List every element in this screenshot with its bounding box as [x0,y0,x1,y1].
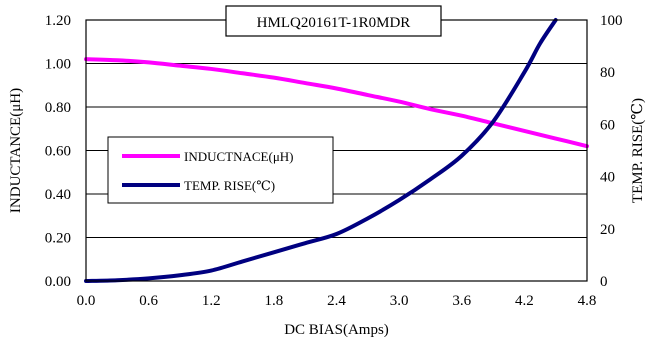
tick-labels: 0.0 0.6 1.2 1.8 2.4 3.0 3.6 4.2 4.8 0.00 0.20 0.40 0… [45,13,623,309]
y-left-tick-label-6: 1.20 [45,13,71,29]
y-left-tick-label-3: 0.60 [45,144,71,160]
x-tick-label-1: 0.6 [139,293,158,309]
y-axis-left-title: INDUCTANCE(μH) [8,88,24,213]
x-tick-label-2: 1.2 [202,293,221,309]
y-right-tick-label-1: 20 [600,222,615,238]
y-left-tick-label-5: 1.00 [45,57,71,73]
legend-label-inductance: INDUCTNACE(μH) [184,149,294,164]
y-right-tick-label-2: 40 [600,170,615,186]
x-tick-label-0: 0.0 [77,293,96,309]
y-axis-right-title: TEMP. RISE(℃) [630,98,646,203]
series-line-inductance [84,57,589,149]
x-tick-label-5: 3.0 [390,293,409,309]
y-right-tick-label-3: 60 [600,117,615,133]
x-axis-title: DC BIAS(Amps) [284,322,389,338]
legend-box [107,136,334,204]
series-line-temp-rise [84,18,558,283]
legend: INDUCTNACE(μH) TEMP. RISE(℃) [107,136,334,204]
x-tick-label-3: 1.8 [265,293,284,309]
legend-label-temp-rise: TEMP. RISE(℃) [184,178,275,193]
y-right-tick-label-4: 80 [600,65,615,81]
y-left-tick-label-4: 0.80 [45,100,71,116]
x-tick-label-4: 2.4 [327,293,346,309]
y-right-tick-label-0: 0 [600,274,608,290]
x-tick-label-8: 4.8 [578,293,597,309]
x-tick-label-6: 3.6 [452,293,471,309]
chart-title: HMLQ20161T-1R0MDR [257,15,411,31]
series-lines [84,18,589,283]
x-tick-label-7: 4.2 [515,293,534,309]
title-box [225,5,442,37]
y-left-tick-label-2: 0.40 [45,187,71,203]
y-right-tick-label-5: 100 [600,13,623,29]
y-left-tick-label-1: 0.20 [45,231,71,247]
y-left-tick-label-0: 0.00 [45,274,71,290]
